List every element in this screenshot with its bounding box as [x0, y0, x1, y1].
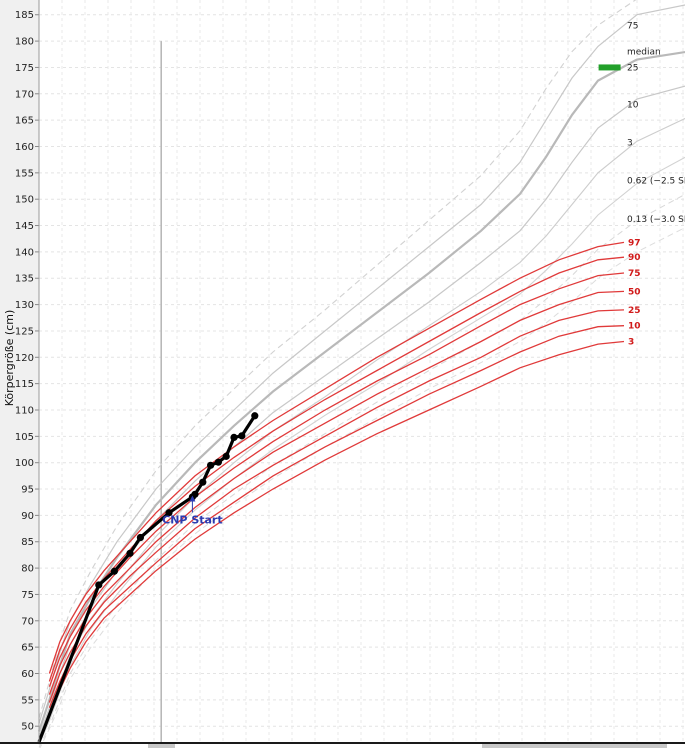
reference-curve-median	[37, 50, 685, 732]
reference-curve-3	[38, 156, 685, 745]
x-axis-baseline	[0, 742, 685, 744]
patient-measurement-point	[136, 533, 144, 542]
y-tick-label-55: 55	[21, 695, 34, 706]
y-tick-label-150: 150	[15, 195, 34, 206]
scrollbar-thumb-right[interactable]	[482, 744, 667, 748]
target-height-marker	[598, 64, 621, 71]
grid	[39, 0, 685, 742]
y-tick-label-185: 185	[15, 10, 34, 21]
y-tick-label-175: 175	[15, 63, 34, 74]
patient-measurement-point	[126, 549, 134, 557]
y-tick-label-170: 170	[15, 89, 34, 100]
y-tick-label-115: 115	[15, 379, 34, 390]
reference-curve-upper	[38, 0, 637, 719]
y-tick-label-145: 145	[15, 221, 34, 232]
patient-measurement-point	[230, 433, 238, 441]
reference-curve-0.62	[38, 193, 685, 748]
patient-measurement-point	[165, 509, 173, 517]
y-tick-label-100: 100	[15, 458, 34, 469]
reference-label-median: median	[627, 48, 661, 58]
patient-measurement-point	[199, 478, 207, 486]
patient-measurement-point	[222, 452, 230, 460]
y-tick-label-110: 110	[15, 405, 34, 416]
y-tick-label-70: 70	[21, 616, 34, 627]
y-tick-label-65: 65	[21, 643, 34, 654]
percentile-curve-97	[48, 241, 625, 674]
markers: CNP Start← ZL	[162, 64, 621, 526]
patient-curves	[37, 241, 625, 743]
y-tick-label-130: 130	[15, 300, 34, 311]
y-tick-label-105: 105	[15, 432, 34, 443]
patient-measurement-point	[238, 432, 246, 440]
reference-label-25: 25	[627, 63, 638, 73]
y-tick-label-90: 90	[21, 511, 34, 522]
y-tick-label-85: 85	[21, 537, 34, 548]
reference-label-75: 75	[627, 21, 638, 31]
y-axis-panel	[0, 0, 39, 742]
patient-measurement-point	[95, 581, 103, 589]
percentile-label-97: 97	[628, 238, 641, 248]
percentile-label-3: 3	[628, 337, 634, 347]
y-tick-label-155: 155	[15, 168, 34, 179]
patient-measurement-point	[207, 461, 215, 469]
y-axis-title: Körpergröße (cm)	[3, 310, 16, 407]
y-tick-label-125: 125	[15, 326, 34, 337]
curve-labels: 97 90 75 50 25 10 3 75 median 25 10 3 0.62 (−2.5 SDS…	[627, 21, 685, 347]
percentile-curve-25	[48, 309, 625, 703]
patient-measurement-point	[110, 567, 118, 575]
reference-curve-0.13	[38, 227, 685, 751]
scrollbar-thumb-left[interactable]	[148, 744, 175, 748]
percentile-curve-10	[48, 325, 625, 708]
patient-measurement-point	[251, 412, 259, 420]
percentile-label-90: 90	[628, 253, 641, 263]
reference-label-10: 10	[627, 100, 639, 110]
y-tick-label-120: 120	[15, 353, 34, 364]
y-tick-label-75: 75	[21, 590, 34, 601]
percentile-curve-75	[48, 272, 625, 687]
y-tick-label-95: 95	[21, 485, 34, 496]
cnp-start-label: CNP Start	[162, 513, 222, 526]
patient-measurement-point	[191, 490, 199, 498]
y-tick-label-135: 135	[15, 274, 34, 285]
patient-measurement-point	[214, 458, 222, 466]
percentile-label-75: 75	[628, 269, 641, 279]
y-axis: 50 55 60 65 70 75 80 85 90 95 100 105 110 115 120 125 13…	[15, 0, 40, 742]
percentile-label-25: 25	[628, 306, 641, 316]
y-tick-label-50: 50	[21, 722, 34, 733]
y-tick-label-140: 140	[15, 247, 34, 258]
percentile-label-10: 10	[628, 322, 641, 332]
reference-label-0.13: 0.13 (−3.0 SDS)	[627, 215, 685, 225]
reference-label-0.62: 0.62 (−2.5 SDS)	[627, 177, 685, 187]
reference-label-3: 3	[627, 138, 633, 148]
cnp-start-arrowhead	[189, 495, 196, 502]
y-tick-label-180: 180	[15, 37, 34, 48]
percentile-label-50: 50	[628, 287, 641, 297]
percentile-curve-3	[48, 340, 625, 716]
percentile-curve-90	[48, 256, 625, 682]
y-tick-label-160: 160	[15, 142, 34, 153]
y-tick-label-80: 80	[21, 564, 34, 575]
y-tick-label-165: 165	[15, 116, 34, 127]
y-tick-label-60: 60	[21, 669, 34, 680]
